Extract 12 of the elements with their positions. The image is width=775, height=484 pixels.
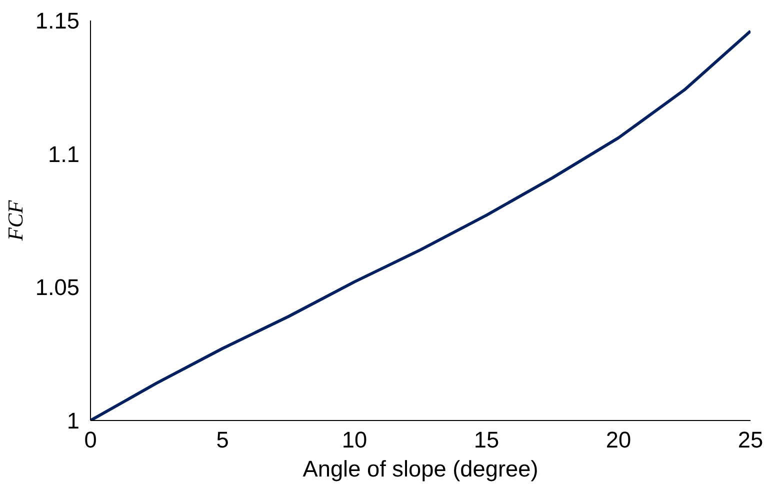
y-tick-label: 1 <box>66 408 80 434</box>
x-tick-label: 0 <box>84 426 97 452</box>
y-tick-label: 1.15 <box>35 8 80 34</box>
x-tick-label: 20 <box>606 426 632 452</box>
x-tick-label: 25 <box>738 426 764 452</box>
y-tick-label: 1.1 <box>48 140 80 167</box>
x-axis-title: Angle of slope (degree) <box>302 456 538 482</box>
x-tick-label: 10 <box>342 426 368 452</box>
y-axis-title: FCF <box>3 199 28 242</box>
x-tick-label: 5 <box>216 426 229 452</box>
x-tick-label: 15 <box>474 426 500 452</box>
y-tick-label: 1.05 <box>35 274 80 300</box>
